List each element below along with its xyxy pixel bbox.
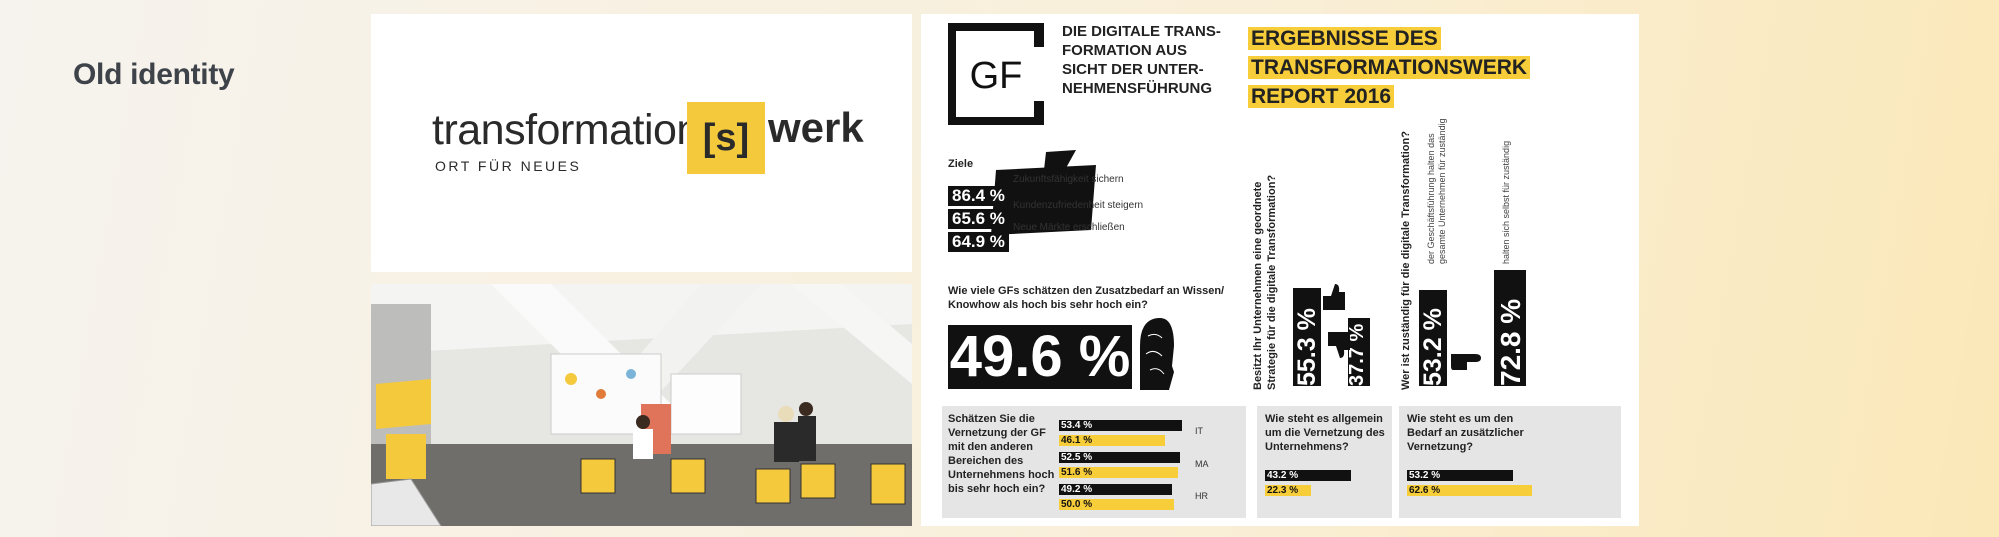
question-line: Strategie für die digitale Transformatio… bbox=[1266, 174, 1278, 390]
strategy-yes-value: 55.3 % bbox=[1293, 308, 1321, 386]
goal-pct: 86.4 % bbox=[948, 186, 1009, 206]
responsibility-whole-label: der Geschäftsführung halten das gesamte … bbox=[1426, 118, 1448, 264]
networking-box: Schätzen Sie die Vernetzung der GF mit d… bbox=[942, 406, 1253, 518]
networking-ma-yellow-bar: 51.6 % bbox=[1059, 467, 1178, 478]
flag-icon bbox=[991, 150, 1096, 235]
responsibility-question: Wer ist zuständig für die digitale Trans… bbox=[1400, 131, 1412, 390]
goals-label: Ziele bbox=[948, 158, 974, 170]
question-line: Unternehmens? bbox=[1265, 441, 1349, 453]
goal-text: Kundenzufriedenheit steigern bbox=[1013, 200, 1144, 211]
networking-ma-black-bar: 52.5 % bbox=[1059, 452, 1180, 463]
title-line: ERGEBNISSE DES bbox=[1248, 27, 1441, 50]
general-network-box: Wie steht es allgemein um die Vernetzung… bbox=[1257, 406, 1392, 518]
logo-word-werk: werk bbox=[768, 104, 864, 151]
networking-tag: HR bbox=[1195, 491, 1208, 501]
logo-panel: transformation [s] werk ORT FÜR NEUES bbox=[371, 14, 912, 272]
knowhow-question: Wie viele GFs schätzen den Zusatzbedarf … bbox=[948, 284, 1248, 312]
question-line: Bereichen des bbox=[948, 455, 1024, 467]
subtitle-line: NEHMENSFÜHRUNG bbox=[1062, 80, 1212, 97]
strategy-yes-bar: 55.3 % bbox=[1293, 288, 1321, 386]
general-network-question: Wie steht es allgemein um die Vernetzung… bbox=[1265, 412, 1390, 454]
question-line: Knowhow als hoch bis sehr hoch ein? bbox=[948, 299, 1148, 311]
subtitle-line: SICHT DER UNTER- bbox=[1062, 61, 1204, 78]
networking-hr-black-bar: 49.2 % bbox=[1059, 484, 1173, 495]
report-panel: GF DIE DIGITALE TRANS- FORMATION AUS SIC… bbox=[921, 14, 1639, 526]
thumbs-up-icon bbox=[1323, 284, 1345, 310]
pointing-hand-icon bbox=[1451, 354, 1481, 370]
report-subtitle: DIE DIGITALE TRANS- FORMATION AUS SICHT … bbox=[1062, 22, 1252, 98]
question-line: Wie steht es allgemein bbox=[1265, 413, 1383, 425]
office-photo-illustration bbox=[371, 284, 912, 526]
question-line: bis sehr hoch ein? bbox=[948, 483, 1046, 495]
page-title: Old identity bbox=[73, 58, 235, 91]
networking-tag: IT bbox=[1195, 426, 1203, 436]
logo-bracket-s: [s] bbox=[687, 102, 765, 174]
general-network-black-bar: 43.2 % bbox=[1265, 470, 1352, 481]
question-line: Schätzen Sie die bbox=[948, 413, 1035, 425]
networking-tag: MA bbox=[1195, 459, 1209, 469]
gf-bracket-logo: GF bbox=[948, 23, 1044, 125]
general-network-yellow-bar: 22.3 % bbox=[1265, 485, 1311, 496]
responsibility-self-bar: 72.8 % bbox=[1494, 270, 1526, 386]
knowhow-value: 49.6 % bbox=[948, 324, 1132, 389]
question-line: um die Vernetzung des bbox=[1265, 427, 1385, 439]
divider bbox=[1246, 406, 1254, 518]
goal-pct: 65.6 % bbox=[948, 209, 1009, 229]
strategy-no-bar: 37.7 % bbox=[1346, 318, 1370, 386]
label-line: gesamte Unternehmen für zuständig bbox=[1437, 118, 1447, 264]
question-line: Vernetzung? bbox=[1407, 441, 1474, 453]
responsibility-self-label: halten sich selbst für zuständig bbox=[1501, 140, 1511, 264]
goal-text: Neue Märkte erschließen bbox=[1013, 222, 1125, 233]
question-line: Vernetzung der GF bbox=[948, 427, 1046, 439]
question-line: Unternehmens hoch bbox=[948, 469, 1055, 481]
goal-pct: 64.9 % bbox=[948, 232, 1009, 252]
logo-word-transformation: transformation bbox=[432, 106, 700, 154]
subtitle-line: DIE DIGITALE TRANS- bbox=[1062, 23, 1221, 40]
gf-mark: GF bbox=[970, 55, 1023, 97]
logo-tagline: ORT FÜR NEUES bbox=[435, 158, 582, 174]
question-line: Bedarf an zusätzlicher bbox=[1407, 427, 1524, 439]
thumbs-down-icon bbox=[1328, 332, 1350, 358]
title-line: REPORT 2016 bbox=[1248, 85, 1395, 108]
office-photo bbox=[371, 284, 912, 526]
additional-network-box: Wie steht es um den Bedarf an zusätzlich… bbox=[1399, 406, 1621, 518]
question-line: Wie steht es um den bbox=[1407, 413, 1514, 425]
networking-question: Schätzen Sie die Vernetzung der GF mit d… bbox=[948, 412, 1063, 496]
additional-network-black-bar: 53.2 % bbox=[1407, 470, 1514, 481]
transformationswerk-logo: transformation [s] werk ORT FÜR NEUES bbox=[432, 102, 864, 186]
label-line: der Geschäftsführung halten das bbox=[1426, 133, 1436, 264]
subtitle-line: FORMATION AUS bbox=[1062, 42, 1187, 59]
responsibility-whole-bar: 53.2 % bbox=[1419, 290, 1447, 386]
networking-hr-yellow-bar: 50.0 % bbox=[1059, 499, 1174, 510]
responsibility-whole-value: 53.2 % bbox=[1419, 308, 1447, 386]
goal-text: Zukunftsfähigkeit sichern bbox=[1013, 174, 1124, 185]
networking-it-black-bar: 53.4 % bbox=[1059, 420, 1182, 431]
brain-head-icon bbox=[1140, 318, 1174, 390]
question-line: Besitzt Ihr Unternehmen eine geordnete bbox=[1252, 181, 1264, 390]
report-title: ERGEBNISSE DES TRANSFORMATIONSWERK REPOR… bbox=[1248, 24, 1548, 111]
title-line: TRANSFORMATIONSWERK bbox=[1248, 56, 1531, 79]
responsibility-self-value: 72.8 % bbox=[1495, 298, 1526, 386]
strategy-question: Besitzt Ihr Unternehmen eine geordnete S… bbox=[1251, 175, 1279, 390]
question-line: Wie viele GFs schätzen den Zusatzbedarf … bbox=[948, 285, 1225, 297]
question-line: mit den anderen bbox=[948, 441, 1033, 453]
networking-it-yellow-bar: 46.1 % bbox=[1059, 435, 1166, 446]
additional-network-yellow-bar: 62.6 % bbox=[1407, 485, 1533, 496]
additional-network-question: Wie steht es um den Bedarf an zusätzlich… bbox=[1407, 412, 1567, 454]
